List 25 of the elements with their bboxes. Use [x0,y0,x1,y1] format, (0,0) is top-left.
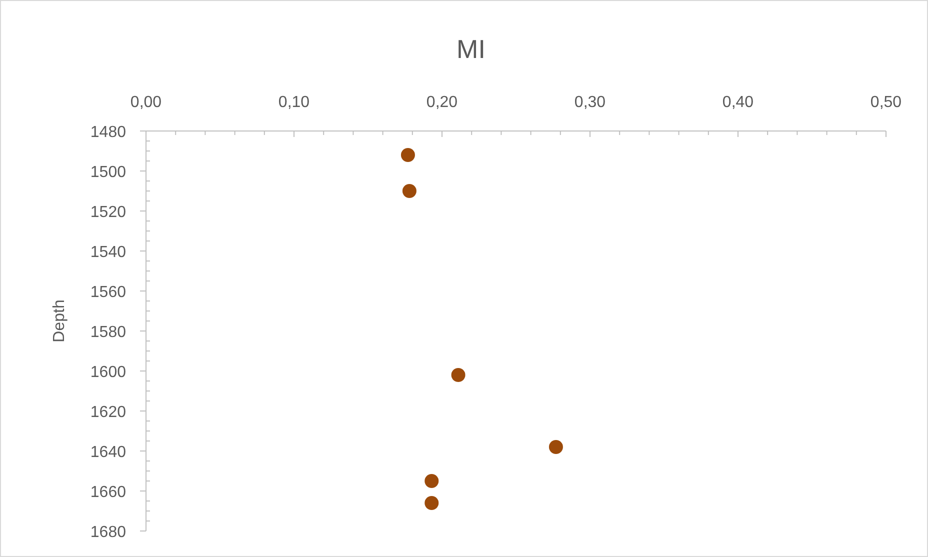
y-tick-label: 1540 [90,244,126,261]
x-tick-label: 0,30 [574,94,606,111]
x-tick-label: 0,40 [722,94,754,111]
y-axis-title: Depth [51,300,68,342]
point [424,474,439,488]
point [548,440,563,454]
x-tick-label: 0,20 [426,94,458,111]
y-tick-label: 1500 [90,164,126,181]
y-tick-label: 1660 [90,484,126,501]
x-tick-label: 0,00 [130,94,162,111]
y-tick-label: 1640 [90,444,126,461]
y-tick-label: 1680 [90,524,126,541]
point [451,368,466,382]
point [402,184,416,198]
y-tick-label: 1520 [90,204,126,221]
y-tick-label: 1560 [90,284,126,301]
y-tick-label: 1600 [90,364,126,381]
y-tick-label: 1620 [90,404,126,421]
x-tick-label: 0,50 [870,94,902,111]
chart-title: MI [456,34,486,64]
y-tick-label: 1580 [90,324,126,341]
point [424,496,439,510]
y-tick-label: 1480 [90,124,126,141]
x-tick-label: 0,10 [278,94,310,111]
point [400,148,415,162]
